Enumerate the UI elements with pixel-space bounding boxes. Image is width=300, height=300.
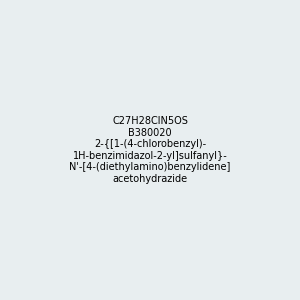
Text: C27H28ClN5OS
B380020
2-{[1-(4-chlorobenzyl)-
1H-benzimidazol-2-yl]sulfanyl}-
N'-: C27H28ClN5OS B380020 2-{[1-(4-chlorobenz… bbox=[69, 116, 231, 184]
